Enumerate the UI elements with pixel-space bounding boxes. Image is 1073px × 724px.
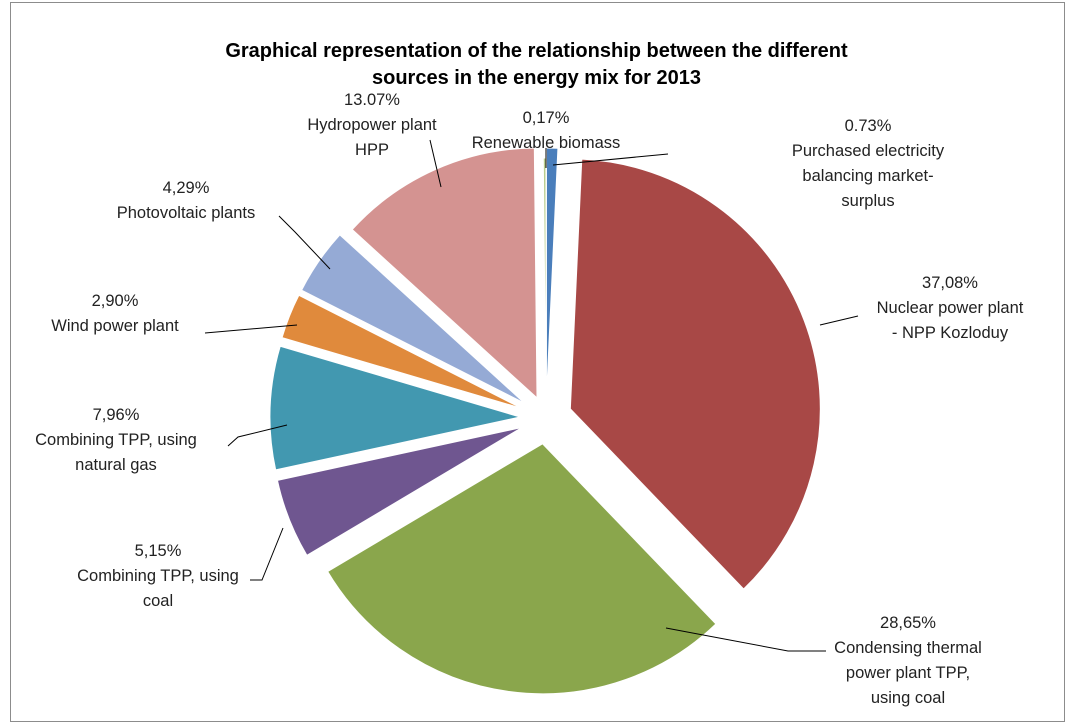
leader-line-4 (227, 424, 288, 447)
data-label-1: 37,08% Nuclear power plant - NPP Kozloduy (877, 274, 1024, 342)
leader-line-3 (250, 527, 284, 581)
data-label-3-line-0: 5,15% (135, 542, 182, 560)
data-label-2-line-2: power plant TPP, (846, 664, 970, 682)
data-label-3-line-1: Combining TPP, using (77, 567, 239, 585)
data-label-4-line-1: Combining TPP, using (35, 431, 197, 449)
leader-line-2 (665, 627, 826, 652)
pie-slice-3 (276, 427, 523, 557)
data-label-0-line-3: surplus (841, 192, 894, 210)
data-label-4-line-2: natural gas (75, 456, 157, 474)
leader-line-1 (819, 315, 859, 326)
data-label-8-line-0: 0,17% (523, 109, 570, 127)
leader-line-5 (204, 324, 298, 334)
data-label-0-line-0: 0.73% (845, 117, 892, 135)
data-label-3-line-2: coal (143, 592, 173, 610)
data-label-2-line-3: using coal (871, 689, 945, 707)
data-label-4: 7,96% Combining TPP, using natural gas (35, 406, 197, 474)
data-label-6-line-1: Photovoltaic plants (117, 204, 256, 222)
pie-slice-2 (326, 443, 717, 695)
data-label-0: 0.73% Purchased electricity balancing mark… (792, 117, 945, 210)
data-label-8: 0,17% Renewable biomass (472, 109, 621, 152)
data-label-0-line-1: Purchased electricity (792, 142, 945, 160)
data-label-7: 13.07% Hydropower plant HPP (307, 91, 437, 159)
data-label-8-line-1: Renewable biomass (472, 134, 621, 152)
data-label-0-line-2: balancing market- (802, 167, 933, 185)
data-label-3: 5,15% Combining TPP, using coal (77, 542, 239, 610)
data-label-5-line-0: 2,90% (92, 292, 139, 310)
data-label-5: 2,90% Wind power plant (51, 292, 179, 335)
data-label-6-line-0: 4,29% (163, 179, 210, 197)
data-label-7-line-0: 13.07% (344, 91, 400, 109)
leader-line-6 (278, 215, 331, 270)
data-label-1-line-0: 37,08% (922, 274, 978, 292)
data-label-7-line-2: HPP (355, 141, 389, 159)
leader-line-0 (552, 153, 669, 166)
data-label-2-line-1: Condensing thermal (834, 639, 982, 657)
data-label-5-line-1: Wind power plant (51, 317, 179, 335)
data-label-2-line-0: 28,65% (880, 614, 936, 632)
pie-slice-6 (300, 234, 525, 404)
data-label-1-line-2: - NPP Kozloduy (892, 324, 1009, 342)
pie-slice-8 (542, 157, 547, 409)
data-label-2: 28,65% Condensing thermal power plant TPP,… (834, 614, 982, 707)
data-label-7-line-1: Hydropower plant (307, 116, 437, 134)
chart-title-line-2: sources in the energy mix for 2013 (371, 67, 702, 89)
chart-title: Graphical representation of the relation… (0, 38, 1073, 92)
data-label-6: 4,29% Photovoltaic plants (117, 179, 256, 222)
pie-slice-4 (269, 345, 521, 471)
pie-slice-7 (351, 147, 538, 400)
data-label-1-line-1: Nuclear power plant (877, 299, 1024, 317)
pie-slice-1 (569, 158, 821, 590)
data-label-4-line-0: 7,96% (93, 406, 140, 424)
pie-slice-0 (545, 147, 559, 399)
pie-slice-5 (281, 294, 523, 409)
leader-line-7 (429, 139, 442, 188)
chart-title-line-1: Graphical representation of the relation… (225, 40, 848, 62)
